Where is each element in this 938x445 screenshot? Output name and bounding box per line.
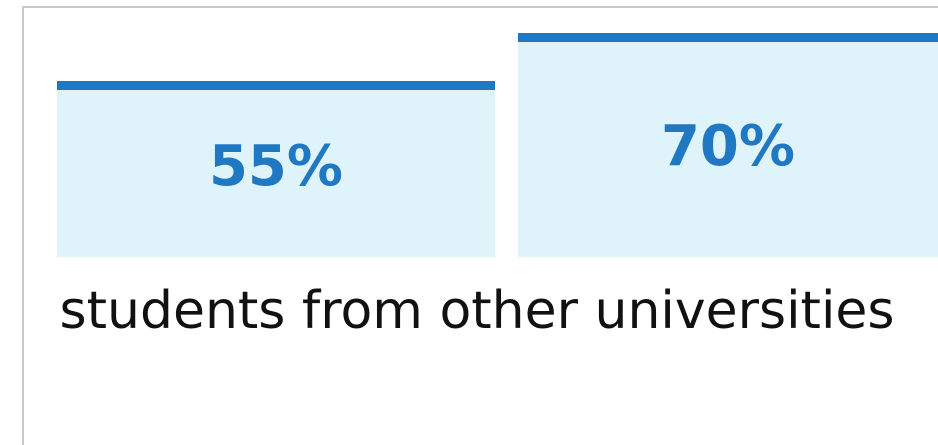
bar-2: 70%	[518, 33, 938, 257]
chart-caption: students from other universities	[59, 281, 895, 341]
bar-2-value-label: 70%	[660, 114, 796, 179]
bar-1-top-line	[57, 81, 495, 90]
bar-2-top-line	[518, 33, 938, 42]
bar-1: 55%	[57, 81, 495, 257]
bar-1-value-label: 55%	[208, 134, 344, 199]
chart-frame	[22, 6, 938, 445]
